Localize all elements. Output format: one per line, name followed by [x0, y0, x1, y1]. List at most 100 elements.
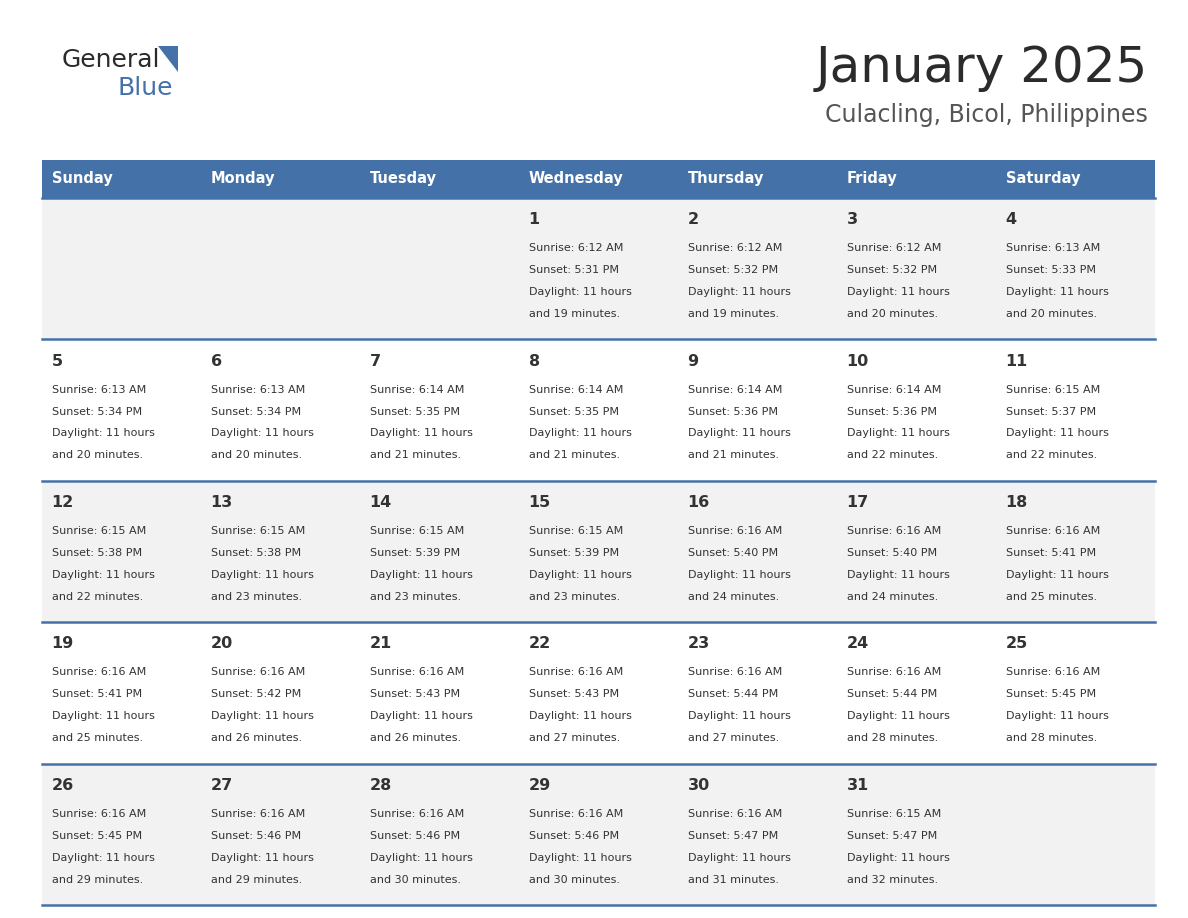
Text: and 23 minutes.: and 23 minutes.: [529, 592, 620, 602]
Text: 10: 10: [847, 353, 868, 368]
Text: 19: 19: [51, 636, 74, 652]
Text: Sunset: 5:31 PM: Sunset: 5:31 PM: [529, 265, 619, 275]
Text: and 20 minutes.: and 20 minutes.: [847, 309, 937, 319]
Text: Sunrise: 6:16 AM: Sunrise: 6:16 AM: [210, 809, 305, 819]
Text: Daylight: 11 hours: Daylight: 11 hours: [51, 429, 154, 439]
Text: Sunset: 5:46 PM: Sunset: 5:46 PM: [369, 831, 460, 841]
Text: 29: 29: [529, 778, 551, 793]
Text: 13: 13: [210, 495, 233, 509]
Text: and 25 minutes.: and 25 minutes.: [51, 733, 143, 744]
Bar: [42, 160, 1155, 198]
Text: 2: 2: [688, 212, 699, 227]
Text: 17: 17: [847, 495, 868, 509]
Text: Sunset: 5:45 PM: Sunset: 5:45 PM: [1005, 689, 1095, 700]
Text: Daylight: 11 hours: Daylight: 11 hours: [51, 711, 154, 722]
Text: Sunset: 5:47 PM: Sunset: 5:47 PM: [847, 831, 937, 841]
Text: and 22 minutes.: and 22 minutes.: [51, 592, 143, 602]
Text: Daylight: 11 hours: Daylight: 11 hours: [369, 853, 473, 863]
Text: Sunset: 5:41 PM: Sunset: 5:41 PM: [51, 689, 141, 700]
Text: Sunset: 5:44 PM: Sunset: 5:44 PM: [847, 689, 937, 700]
Text: Sunset: 5:46 PM: Sunset: 5:46 PM: [210, 831, 301, 841]
Text: Sunset: 5:40 PM: Sunset: 5:40 PM: [847, 548, 936, 558]
Text: Daylight: 11 hours: Daylight: 11 hours: [529, 287, 631, 297]
Text: 5: 5: [51, 353, 63, 368]
Text: and 23 minutes.: and 23 minutes.: [369, 592, 461, 602]
Text: Sunset: 5:42 PM: Sunset: 5:42 PM: [210, 689, 301, 700]
Text: Daylight: 11 hours: Daylight: 11 hours: [529, 429, 631, 439]
Text: and 29 minutes.: and 29 minutes.: [210, 875, 302, 885]
Text: Sunrise: 6:15 AM: Sunrise: 6:15 AM: [369, 526, 463, 536]
Text: Daylight: 11 hours: Daylight: 11 hours: [688, 853, 790, 863]
Text: and 20 minutes.: and 20 minutes.: [210, 451, 302, 461]
Text: Daylight: 11 hours: Daylight: 11 hours: [369, 570, 473, 580]
Text: Daylight: 11 hours: Daylight: 11 hours: [688, 570, 790, 580]
Text: Sunrise: 6:13 AM: Sunrise: 6:13 AM: [1005, 243, 1100, 253]
Text: 14: 14: [369, 495, 392, 509]
Text: Sunrise: 6:12 AM: Sunrise: 6:12 AM: [688, 243, 782, 253]
Text: and 30 minutes.: and 30 minutes.: [529, 875, 619, 885]
Text: General: General: [62, 48, 160, 72]
Text: Culacling, Bicol, Philippines: Culacling, Bicol, Philippines: [826, 103, 1148, 127]
Text: and 21 minutes.: and 21 minutes.: [688, 451, 778, 461]
Text: 31: 31: [847, 778, 868, 793]
Text: Sunset: 5:46 PM: Sunset: 5:46 PM: [529, 831, 619, 841]
Text: and 26 minutes.: and 26 minutes.: [210, 733, 302, 744]
Text: Sunrise: 6:14 AM: Sunrise: 6:14 AM: [688, 385, 782, 395]
Text: and 32 minutes.: and 32 minutes.: [847, 875, 937, 885]
Text: and 22 minutes.: and 22 minutes.: [847, 451, 937, 461]
Text: Sunday: Sunday: [51, 172, 113, 186]
Text: 25: 25: [1005, 636, 1028, 652]
Text: Sunset: 5:38 PM: Sunset: 5:38 PM: [210, 548, 301, 558]
Text: Sunrise: 6:13 AM: Sunrise: 6:13 AM: [51, 385, 146, 395]
Text: and 20 minutes.: and 20 minutes.: [51, 451, 143, 461]
Text: and 28 minutes.: and 28 minutes.: [847, 733, 937, 744]
Text: and 27 minutes.: and 27 minutes.: [688, 733, 779, 744]
Text: and 30 minutes.: and 30 minutes.: [369, 875, 461, 885]
Text: Sunset: 5:37 PM: Sunset: 5:37 PM: [1005, 407, 1095, 417]
Text: Sunset: 5:35 PM: Sunset: 5:35 PM: [369, 407, 460, 417]
Text: Sunrise: 6:12 AM: Sunrise: 6:12 AM: [529, 243, 623, 253]
Text: Sunset: 5:44 PM: Sunset: 5:44 PM: [688, 689, 778, 700]
Bar: [42, 481, 1155, 622]
Text: Daylight: 11 hours: Daylight: 11 hours: [1005, 287, 1108, 297]
Text: Daylight: 11 hours: Daylight: 11 hours: [847, 570, 949, 580]
Text: Sunrise: 6:16 AM: Sunrise: 6:16 AM: [688, 526, 782, 536]
Text: 23: 23: [688, 636, 709, 652]
Text: Sunrise: 6:13 AM: Sunrise: 6:13 AM: [210, 385, 305, 395]
Text: Sunset: 5:39 PM: Sunset: 5:39 PM: [369, 548, 460, 558]
Text: Sunrise: 6:15 AM: Sunrise: 6:15 AM: [51, 526, 146, 536]
Text: Sunrise: 6:16 AM: Sunrise: 6:16 AM: [1005, 526, 1100, 536]
Text: Sunset: 5:39 PM: Sunset: 5:39 PM: [529, 548, 619, 558]
Text: 20: 20: [210, 636, 233, 652]
Text: and 24 minutes.: and 24 minutes.: [688, 592, 779, 602]
Text: Sunset: 5:32 PM: Sunset: 5:32 PM: [688, 265, 778, 275]
Text: Daylight: 11 hours: Daylight: 11 hours: [210, 570, 314, 580]
Text: 9: 9: [688, 353, 699, 368]
Text: Sunrise: 6:15 AM: Sunrise: 6:15 AM: [1005, 385, 1100, 395]
Text: and 20 minutes.: and 20 minutes.: [1005, 309, 1097, 319]
Text: Sunset: 5:41 PM: Sunset: 5:41 PM: [1005, 548, 1095, 558]
Text: Sunrise: 6:14 AM: Sunrise: 6:14 AM: [847, 385, 941, 395]
Text: Friday: Friday: [847, 172, 897, 186]
Text: Sunset: 5:47 PM: Sunset: 5:47 PM: [688, 831, 778, 841]
Text: Sunrise: 6:16 AM: Sunrise: 6:16 AM: [51, 809, 146, 819]
Text: Tuesday: Tuesday: [369, 172, 436, 186]
Text: Sunrise: 6:16 AM: Sunrise: 6:16 AM: [529, 809, 623, 819]
Text: Sunset: 5:38 PM: Sunset: 5:38 PM: [51, 548, 141, 558]
Text: 11: 11: [1005, 353, 1028, 368]
Text: and 21 minutes.: and 21 minutes.: [529, 451, 620, 461]
Text: Sunrise: 6:16 AM: Sunrise: 6:16 AM: [847, 526, 941, 536]
Text: Sunrise: 6:16 AM: Sunrise: 6:16 AM: [210, 667, 305, 677]
Text: Sunset: 5:36 PM: Sunset: 5:36 PM: [847, 407, 936, 417]
Text: Daylight: 11 hours: Daylight: 11 hours: [210, 711, 314, 722]
Text: Sunset: 5:43 PM: Sunset: 5:43 PM: [369, 689, 460, 700]
Text: Daylight: 11 hours: Daylight: 11 hours: [1005, 429, 1108, 439]
Text: Sunrise: 6:14 AM: Sunrise: 6:14 AM: [369, 385, 465, 395]
Text: 22: 22: [529, 636, 551, 652]
Bar: [42, 340, 1155, 481]
Text: Daylight: 11 hours: Daylight: 11 hours: [529, 853, 631, 863]
Text: Sunrise: 6:16 AM: Sunrise: 6:16 AM: [529, 667, 623, 677]
Bar: [42, 764, 1155, 905]
Text: and 26 minutes.: and 26 minutes.: [369, 733, 461, 744]
Text: Thursday: Thursday: [688, 172, 764, 186]
